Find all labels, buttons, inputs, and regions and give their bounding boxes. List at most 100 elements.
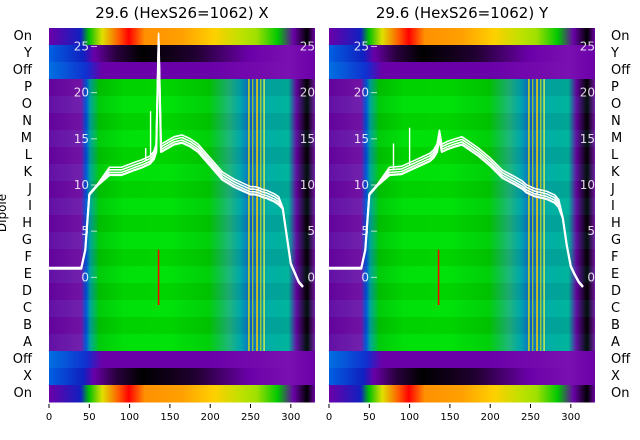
heatmap-row (329, 368, 595, 386)
x-tick-label: 150 (440, 412, 459, 423)
heatmap-row-shade (329, 317, 595, 335)
y-tick-label-mirror: 5 (307, 224, 315, 238)
row-label-right: C (611, 301, 620, 316)
row-label-right: Off (611, 352, 631, 367)
heatmap-panel-y: 29.6 (HexS26=1062) Y 0 0 5 5 10 10 15 15 20 20 25 2… (326, 4, 595, 423)
x-tick-label: 300 (561, 412, 580, 423)
y-tick-label: 0 (81, 270, 89, 284)
x-tick-label: 150 (160, 412, 179, 423)
heatmap-row-shade (49, 249, 315, 267)
row-label-right: F (611, 250, 618, 265)
row-label-left: E (24, 267, 32, 282)
row-label-left: A (23, 335, 32, 350)
row-label-left: M (21, 131, 32, 146)
y-tick-label: 5 (81, 224, 89, 238)
row-label-left: O (22, 97, 32, 112)
row-label-left: J (27, 182, 32, 197)
heatmap-row-shade (329, 283, 595, 301)
y-tick-label: 20 (74, 86, 89, 100)
row-label-right: On (611, 386, 629, 401)
y-tick-label: 25 (74, 39, 89, 53)
overlay-line (49, 32, 304, 287)
heatmap-row-shade (49, 147, 315, 165)
y-tick-label-mirror: 5 (587, 224, 595, 238)
row-label-right: Y (610, 46, 619, 61)
heatmap-stripes (437, 79, 545, 351)
heatmap-stripes (157, 79, 265, 351)
row-label-left: H (22, 216, 32, 231)
overlay-line-group (329, 127, 584, 288)
heatmap-stripe (528, 79, 530, 351)
heatmap-panel-x: 29.6 (HexS26=1062) X 0 0 5 5 10 10 15 15 20 20 25 2… (46, 4, 315, 423)
overlay-line (329, 134, 584, 288)
x-tick-label: 100 (120, 412, 139, 423)
overlay-line (49, 40, 304, 288)
overlay-line (49, 35, 304, 287)
overlay-line-group (49, 32, 304, 288)
heatmap-hot-pixel (437, 249, 440, 306)
heatmap-row-shade (49, 334, 315, 352)
heatmap-row-shade (329, 113, 595, 131)
row-label-left: On (14, 29, 32, 44)
y-tick-label: 20 (354, 86, 369, 100)
heatmap-row-shade (49, 283, 315, 301)
x-tick-label: 0 (326, 412, 332, 423)
row-label-right: G (611, 233, 621, 248)
row-label-right: H (611, 216, 621, 231)
row-label-left: Y (23, 46, 32, 61)
row-label-left: Off (13, 352, 33, 367)
heatmap-stripe (248, 79, 250, 351)
heatmap-row-shade (49, 317, 315, 335)
row-label-right: J (610, 182, 615, 197)
heatmap-row-shade (49, 113, 315, 131)
row-label-left: K (23, 165, 32, 180)
heatmap-row (329, 45, 595, 63)
y-tick-label: 5 (361, 224, 369, 238)
panel-title: 29.6 (HexS26=1062) X (95, 4, 268, 22)
row-label-left: F (25, 250, 32, 265)
y-tick-label: 15 (354, 132, 369, 146)
row-label-left: On (14, 386, 32, 401)
row-label-right: B (611, 318, 620, 333)
heatmap-row (49, 28, 315, 46)
y-tick-label: 25 (354, 39, 369, 53)
row-label-right: M (611, 131, 622, 146)
row-label-right: X (611, 369, 620, 384)
y-tick-label-mirror: 25 (300, 39, 315, 53)
y-axis-label: Dipole (0, 194, 9, 232)
y-tick-labels: 0 0 5 5 10 10 15 15 20 20 25 25 (74, 39, 315, 284)
heatmap-stripe (532, 79, 534, 351)
x-tick-label: 0 (46, 412, 52, 423)
y-tick-label-mirror: 10 (580, 178, 595, 192)
row-label-left: L (25, 148, 33, 163)
heatmap-row (329, 351, 595, 369)
y-tick-labels: 0 0 5 5 10 10 15 15 20 20 25 25 (354, 39, 595, 284)
heatmap-stripe (263, 79, 265, 351)
heatmap-stripe (252, 79, 254, 351)
x-tick-label: 200 (201, 412, 220, 423)
heatmap-row (49, 385, 315, 403)
heatmap-row-shade (329, 249, 595, 267)
heatmap-stripe (540, 79, 542, 351)
overlay-line (49, 37, 304, 288)
y-tick-label-mirror: 15 (300, 132, 315, 146)
heatmap-row (49, 368, 315, 386)
heatmap-row-shade (49, 300, 315, 318)
heatmap-row (49, 45, 315, 63)
heatmap-row-shade (329, 147, 595, 165)
heatmap-row (329, 28, 595, 46)
heatmap-row-shade (329, 334, 595, 352)
y-tick-label-mirror: 0 (587, 270, 595, 284)
row-label-left: N (22, 114, 32, 129)
row-label-right: P (611, 80, 619, 95)
row-label-right: I (611, 199, 615, 214)
row-label-left: G (22, 233, 32, 248)
y-tick-label: 15 (74, 132, 89, 146)
overlay-line (329, 136, 584, 288)
row-label-left: X (23, 369, 32, 384)
row-label-right: O (611, 97, 621, 112)
row-label-left: Off (13, 63, 33, 78)
